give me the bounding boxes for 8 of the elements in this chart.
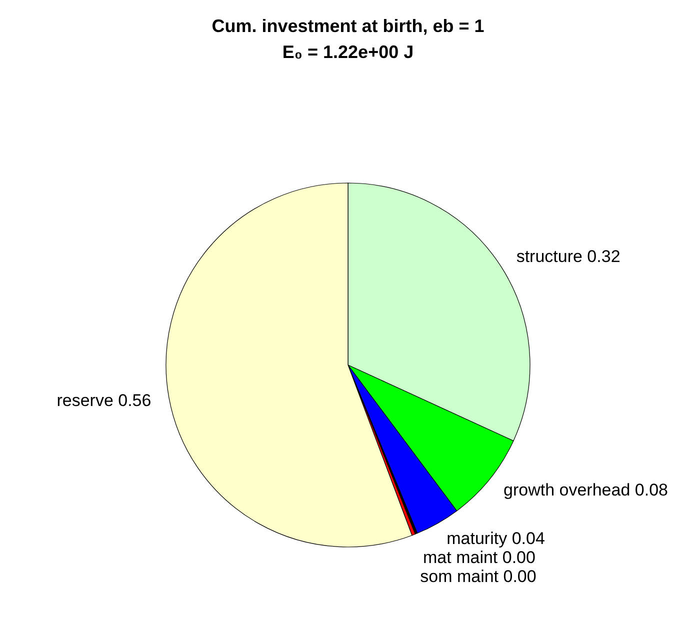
chart-subtitle: E₀ = 1.22e+00 J [282,42,414,62]
slice-label: mat maint 0.00 [423,548,536,567]
slice-label: growth overhead 0.08 [504,480,668,500]
slice-label: structure 0.32 [516,246,620,266]
slice-label: som maint 0.00 [420,566,536,586]
slice-label: maturity 0.04 [446,528,545,548]
slice-label: reserve 0.56 [56,390,152,410]
chart-title: Cum. investment at birth, eb = 1 [212,16,484,36]
